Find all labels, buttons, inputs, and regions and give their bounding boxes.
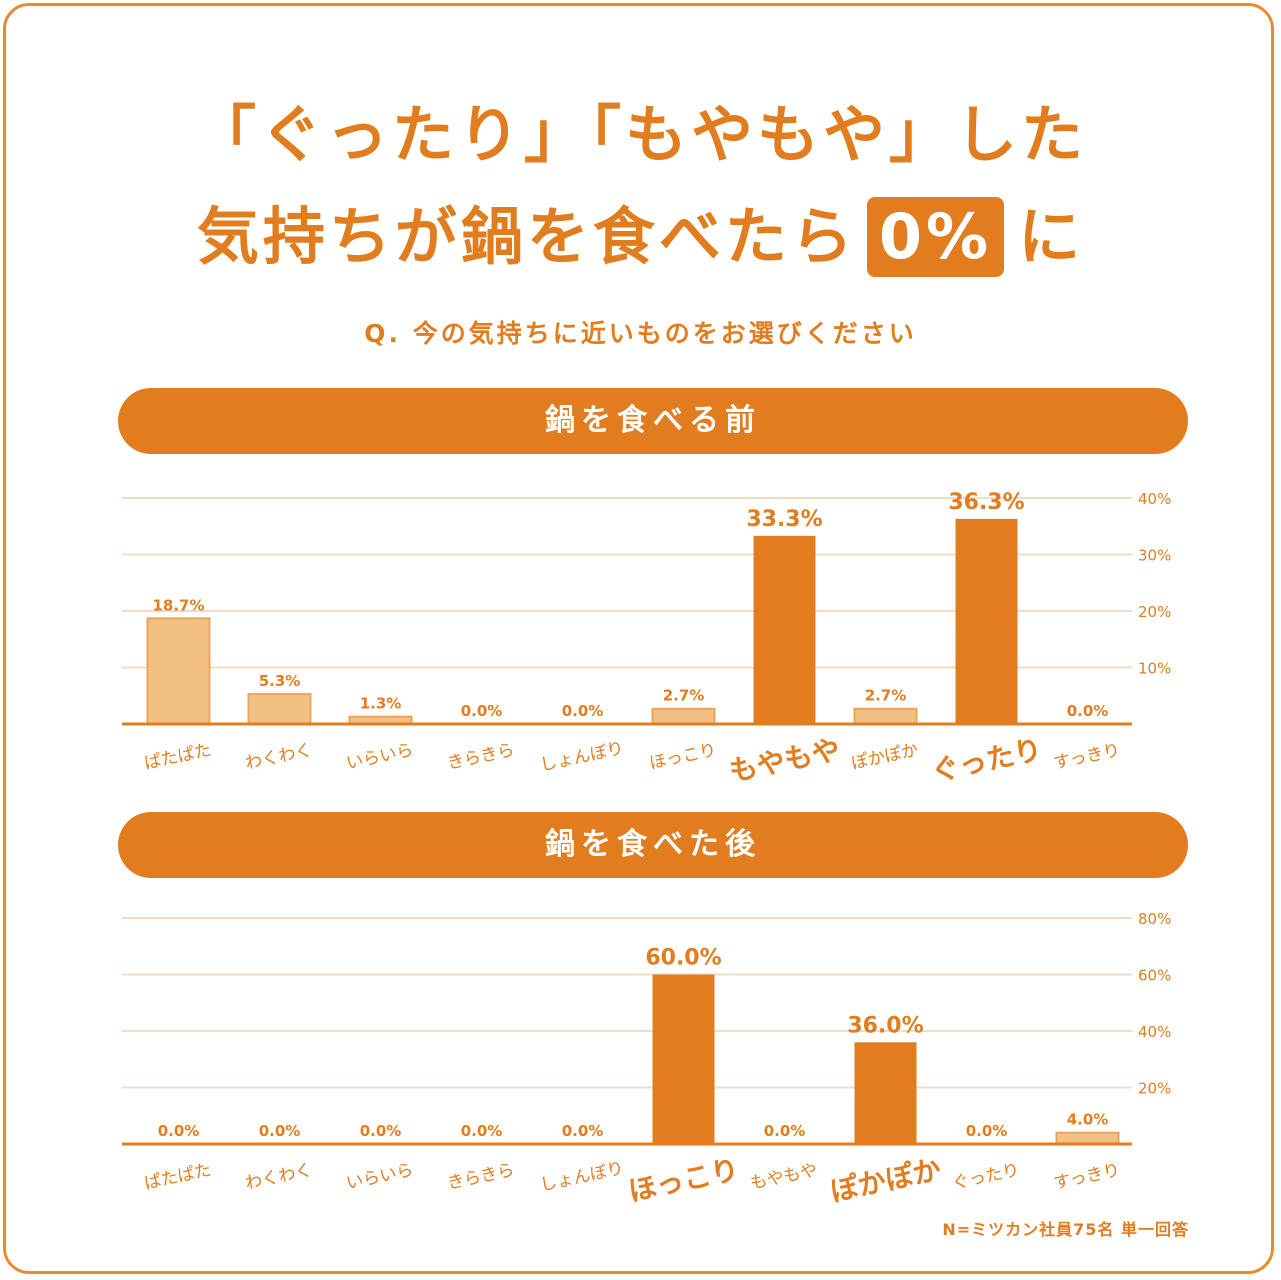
before-value-label: 33.3% bbox=[746, 507, 822, 532]
before-category-label: ほっこり bbox=[648, 740, 719, 774]
after-value-label: 0.0% bbox=[461, 1122, 503, 1140]
after-category-label: きらきら bbox=[446, 1160, 517, 1194]
after-bar bbox=[1055, 1131, 1120, 1145]
survey-question: Q. 今の気持ちに近いものをお選びください bbox=[364, 319, 917, 348]
after-category-label: ぱたぱた bbox=[143, 1160, 214, 1194]
after-ytick-label: 40% bbox=[1138, 1023, 1171, 1041]
after-value-label: 0.0% bbox=[966, 1122, 1008, 1140]
after-value-label: 60.0% bbox=[645, 946, 721, 971]
after-value-label: 0.0% bbox=[360, 1122, 402, 1140]
before-category-label: しょんぼり bbox=[538, 738, 625, 775]
chart-after: 20% 40% 60% 80% 0.0% ぱたぱた 0.0% わくわく 0.0% いらいら 0.0%… bbox=[122, 910, 1171, 1209]
before-value-label: 0.0% bbox=[461, 702, 503, 720]
card-frame bbox=[3, 3, 1274, 1274]
chart-after-title: 鍋を食べた後 bbox=[118, 812, 1188, 878]
after-category-label: ぽかぽか bbox=[827, 1153, 943, 1209]
after-ytick-label: 20% bbox=[1138, 1080, 1171, 1098]
before-value-label: 2.7% bbox=[663, 687, 705, 705]
before-category-label: もやもや bbox=[726, 733, 842, 789]
before-category-label: わくわく bbox=[244, 740, 315, 774]
before-bar bbox=[955, 518, 1018, 724]
after-bar bbox=[854, 1042, 917, 1144]
headline-suffix: に bbox=[1018, 200, 1085, 273]
after-value-label: 0.0% bbox=[158, 1122, 200, 1140]
before-value-label: 5.3% bbox=[259, 672, 301, 690]
after-value-label: 0.0% bbox=[562, 1122, 604, 1140]
after-ytick-label: 80% bbox=[1138, 910, 1171, 928]
before-ytick-label: 40% bbox=[1138, 490, 1171, 508]
headline-prefix: 気持ちが鍋を食べたら bbox=[196, 200, 857, 273]
before-category-label: ぱたぱた bbox=[143, 740, 214, 774]
after-category-label: すっきり bbox=[1052, 1160, 1122, 1194]
sample-note: N=ミツカン社員75名 単一回答 bbox=[942, 1220, 1189, 1239]
before-category-label: ぐったり bbox=[928, 733, 1044, 789]
after-category-label: しょんぼり bbox=[538, 1158, 625, 1195]
before-bar bbox=[146, 617, 211, 725]
before-bar bbox=[651, 707, 716, 725]
before-category-label: きらきら bbox=[446, 740, 517, 774]
after-bar bbox=[652, 974, 715, 1144]
before-value-label: 2.7% bbox=[865, 687, 907, 705]
headline-highlight: 0% bbox=[866, 197, 1005, 277]
after-value-label: 0.0% bbox=[259, 1122, 301, 1140]
before-ytick-label: 10% bbox=[1138, 660, 1171, 678]
headline-line-1: 「ぐったり」「もやもや」した bbox=[193, 98, 1087, 171]
after-category-label: ぐったり bbox=[951, 1160, 1022, 1194]
chart-before: 10% 20% 30% 40% 18.7% ぱたぱた 5.3% わくわく 1.3% いらいら 0.0… bbox=[122, 490, 1171, 789]
before-value-label: 0.0% bbox=[562, 702, 604, 720]
after-value-label: 0.0% bbox=[764, 1122, 806, 1140]
before-value-label: 18.7% bbox=[152, 596, 204, 614]
before-value-label: 1.3% bbox=[360, 695, 402, 713]
before-value-label: 0.0% bbox=[1067, 702, 1109, 720]
before-category-label: いらいら bbox=[345, 740, 416, 774]
after-value-label: 36.0% bbox=[847, 1013, 923, 1038]
after-ytick-label: 60% bbox=[1138, 967, 1171, 985]
before-bar bbox=[753, 535, 816, 724]
before-ytick-label: 20% bbox=[1138, 603, 1171, 621]
after-category-label: ほっこり bbox=[625, 1153, 741, 1209]
after-value-label: 4.0% bbox=[1067, 1111, 1109, 1129]
after-category-label: わくわく bbox=[244, 1160, 315, 1194]
before-bar bbox=[247, 693, 312, 725]
before-bar bbox=[853, 707, 918, 725]
before-value-label: 36.3% bbox=[948, 490, 1024, 515]
after-category-label: もやもや bbox=[749, 1160, 820, 1194]
after-category-label: いらいら bbox=[345, 1160, 416, 1194]
before-category-label: ぽかぽか bbox=[850, 740, 921, 774]
before-category-label: すっきり bbox=[1052, 740, 1122, 774]
headline-line-2: 気持ちが鍋を食べたら 0% に bbox=[0, 186, 1281, 277]
before-ytick-label: 30% bbox=[1138, 547, 1171, 565]
chart-before-title: 鍋を食べる前 bbox=[118, 388, 1188, 454]
